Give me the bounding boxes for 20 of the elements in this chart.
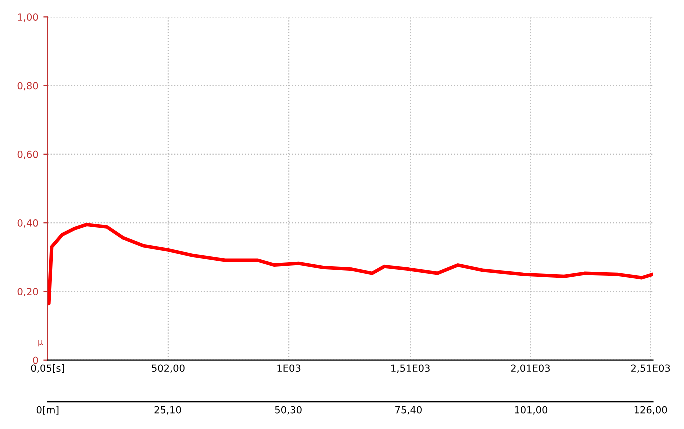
y-tick-label: 0,20 xyxy=(18,288,38,297)
y-tick-label: 0,60 xyxy=(18,150,38,160)
x2-tick-label: 0[m] xyxy=(36,406,59,415)
y-tick-label: 1,00 xyxy=(18,14,38,22)
y-axis-title: μ xyxy=(38,340,44,347)
y-tick-label: 0,80 xyxy=(18,82,38,91)
x2-tick-label: 50,30 xyxy=(275,406,302,415)
x-tick-label: 502,00 xyxy=(152,364,185,374)
x2-tick-label: 126,00 xyxy=(634,406,668,415)
x-tick-label: 2,01E03 xyxy=(511,364,550,374)
x-tick-label: 2,51E03 xyxy=(631,364,670,374)
x2-tick-label: 25,10 xyxy=(154,406,182,415)
x-tick-label: 1E03 xyxy=(278,364,301,372)
x2-tick-label: 75,40 xyxy=(396,406,422,415)
y-tick-label: 0,40 xyxy=(18,220,38,228)
x-tick-label: 1,51E03 xyxy=(392,364,430,374)
y-tick-label: 0 xyxy=(33,356,38,364)
x-tick-label: 0,05[s] xyxy=(31,364,64,374)
line-series xyxy=(48,223,654,306)
x2-tick-label: 101,00 xyxy=(515,406,548,415)
